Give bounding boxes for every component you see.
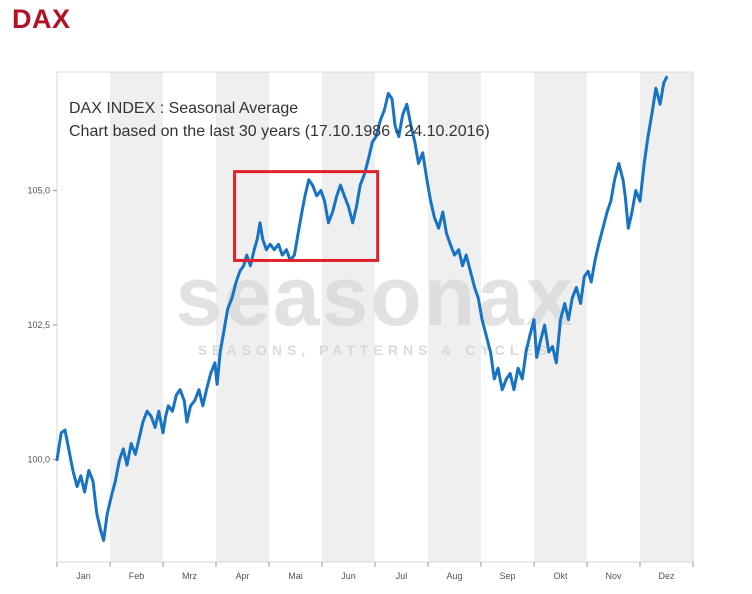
- watermark-tagline: SEASONS, PATTERNS & CYCLES: [198, 342, 552, 358]
- x-tick-label: Aug: [446, 571, 462, 581]
- x-tick-label: Mai: [288, 571, 303, 581]
- y-tick-label: 105,0: [27, 185, 50, 195]
- month-band: [640, 72, 693, 562]
- x-tick-label: Sep: [499, 571, 515, 581]
- x-tick-label: Mrz: [182, 571, 197, 581]
- x-tick-label: Feb: [129, 571, 145, 581]
- watermark-brand: seasonax: [176, 249, 575, 343]
- watermark: seasonax SEASONS, PATTERNS & CYCLES: [176, 249, 575, 358]
- x-tick-label: Jan: [76, 571, 91, 581]
- chart-title: DAX INDEX : Seasonal Average: [69, 100, 298, 117]
- highlight-box: [233, 170, 380, 262]
- page-title: DAX: [12, 4, 71, 34]
- y-axis: 100,0 102,5 105,0: [27, 185, 57, 465]
- month-band: [428, 72, 481, 562]
- x-tick-label: Dez: [658, 571, 675, 581]
- x-tick-label: Jul: [396, 571, 408, 581]
- month-band: [322, 72, 375, 562]
- x-tick-label: Jun: [341, 571, 356, 581]
- x-tick-label: Apr: [235, 571, 249, 581]
- x-tick-label: Nov: [605, 571, 622, 581]
- y-tick-label: 102,5: [27, 320, 50, 330]
- chart-subtitle: Chart based on the last 30 years (17.10.…: [69, 123, 490, 140]
- series-line-seasonal-average: [55, 75, 668, 542]
- x-axis: Jan Feb Mrz Apr Mai Jun Jul Aug Sep Okt Nov Dez: [56, 562, 694, 581]
- month-band: [110, 72, 163, 562]
- x-tick-label: Okt: [553, 571, 568, 581]
- y-tick-label: 100,0: [27, 455, 50, 465]
